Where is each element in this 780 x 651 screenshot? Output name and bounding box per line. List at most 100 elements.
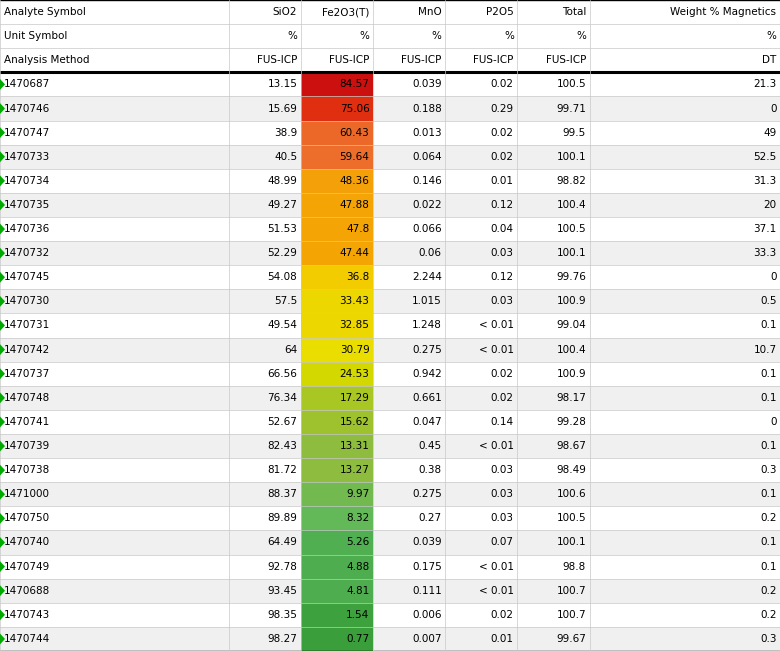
Bar	[229, 96, 301, 120]
Text: 0.1: 0.1	[760, 490, 777, 499]
Bar	[590, 217, 780, 241]
Bar	[590, 627, 780, 651]
Bar	[373, 482, 445, 506]
Bar	[229, 362, 301, 386]
Text: 100.7: 100.7	[556, 610, 586, 620]
Bar	[0, 145, 229, 169]
Bar	[517, 0, 590, 24]
Bar	[301, 120, 373, 145]
Bar	[0, 48, 229, 72]
Text: 98.17: 98.17	[556, 393, 586, 403]
Bar	[373, 362, 445, 386]
Bar	[229, 193, 301, 217]
Bar	[229, 24, 301, 48]
Bar	[373, 289, 445, 313]
Bar	[445, 386, 517, 410]
Text: 0.02: 0.02	[491, 128, 514, 137]
Text: 8.32: 8.32	[346, 514, 370, 523]
Bar	[590, 362, 780, 386]
Text: 52.29: 52.29	[268, 248, 297, 258]
Text: 100.4: 100.4	[556, 344, 586, 355]
Bar	[445, 627, 517, 651]
Text: 9.97: 9.97	[346, 490, 370, 499]
Text: 1470740: 1470740	[3, 538, 50, 547]
Text: 1470748: 1470748	[3, 393, 50, 403]
Bar	[445, 603, 517, 627]
Text: 64: 64	[284, 344, 297, 355]
Text: 1.54: 1.54	[346, 610, 370, 620]
Text: 0.047: 0.047	[412, 417, 441, 427]
Text: 0.03: 0.03	[491, 465, 514, 475]
Bar	[0, 603, 229, 627]
Polygon shape	[0, 151, 5, 162]
Text: 1470744: 1470744	[3, 634, 50, 644]
Bar	[229, 531, 301, 555]
Text: 1470749: 1470749	[3, 562, 50, 572]
Bar	[445, 193, 517, 217]
Bar	[445, 531, 517, 555]
Text: 1470743: 1470743	[3, 610, 50, 620]
Bar	[590, 458, 780, 482]
Bar	[517, 531, 590, 555]
Text: 1470731: 1470731	[3, 320, 50, 331]
Text: 98.49: 98.49	[556, 465, 586, 475]
Text: 49.27: 49.27	[268, 200, 297, 210]
Bar	[590, 96, 780, 120]
Bar	[590, 120, 780, 145]
Bar	[445, 338, 517, 362]
Bar	[445, 169, 517, 193]
Text: 0.01: 0.01	[491, 176, 514, 186]
Text: 0.14: 0.14	[491, 417, 514, 427]
Bar	[590, 482, 780, 506]
Text: 57.5: 57.5	[274, 296, 297, 307]
Text: 60.43: 60.43	[340, 128, 370, 137]
Bar	[590, 313, 780, 338]
Text: 37.1: 37.1	[753, 224, 777, 234]
Bar	[0, 289, 229, 313]
Text: 1470746: 1470746	[3, 104, 50, 113]
Text: 48.36: 48.36	[339, 176, 370, 186]
Text: 1470741: 1470741	[3, 417, 50, 427]
Bar	[301, 338, 373, 362]
Bar	[373, 386, 445, 410]
Text: 0.07: 0.07	[491, 538, 514, 547]
Text: 13.31: 13.31	[339, 441, 370, 451]
Text: 59.64: 59.64	[339, 152, 370, 161]
Bar	[301, 72, 373, 96]
Text: 1470739: 1470739	[3, 441, 50, 451]
Bar	[445, 362, 517, 386]
Bar	[373, 265, 445, 289]
Bar	[301, 96, 373, 120]
Text: 13.27: 13.27	[339, 465, 370, 475]
Text: 100.9: 100.9	[556, 368, 586, 379]
Text: 1470737: 1470737	[3, 368, 50, 379]
Text: 4.88: 4.88	[346, 562, 370, 572]
Bar	[229, 217, 301, 241]
Text: 100.5: 100.5	[556, 514, 586, 523]
Text: %: %	[432, 31, 441, 41]
Text: 98.8: 98.8	[562, 562, 586, 572]
Bar	[229, 0, 301, 24]
Text: 0.275: 0.275	[412, 490, 441, 499]
Bar	[517, 169, 590, 193]
Text: 0.039: 0.039	[412, 538, 441, 547]
Text: 1470732: 1470732	[3, 248, 50, 258]
Text: 88.37: 88.37	[268, 490, 297, 499]
Bar	[590, 241, 780, 265]
Bar	[301, 217, 373, 241]
Text: < 0.01: < 0.01	[479, 586, 514, 596]
Text: 0.146: 0.146	[412, 176, 441, 186]
Text: 0.1: 0.1	[760, 441, 777, 451]
Text: 1470733: 1470733	[3, 152, 50, 161]
Bar	[373, 24, 445, 48]
Bar	[445, 265, 517, 289]
Bar	[373, 72, 445, 96]
Text: 100.6: 100.6	[556, 490, 586, 499]
Bar	[445, 434, 517, 458]
Bar	[517, 338, 590, 362]
Text: 84.57: 84.57	[339, 79, 370, 89]
Bar	[373, 241, 445, 265]
Bar	[517, 24, 590, 48]
Bar	[445, 313, 517, 338]
Bar	[0, 506, 229, 531]
